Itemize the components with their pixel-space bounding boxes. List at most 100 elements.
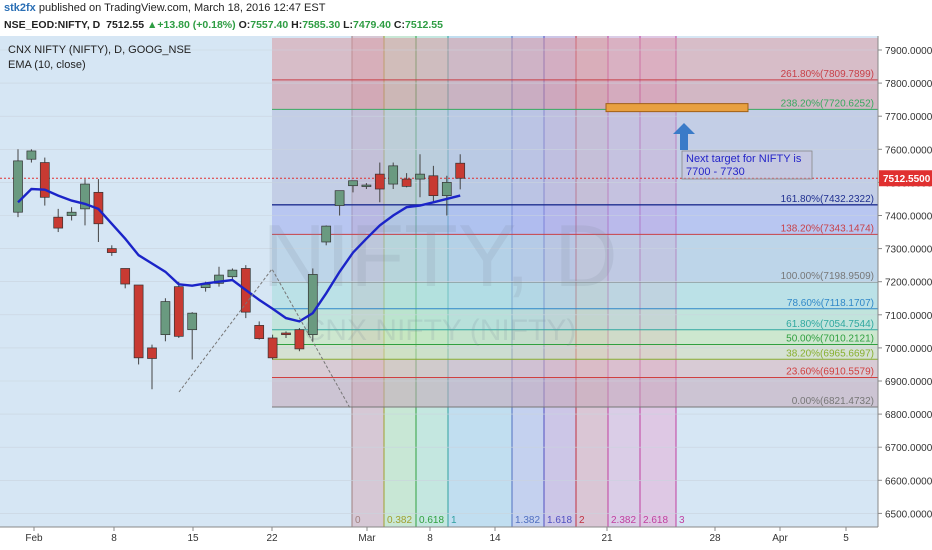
fib-band — [272, 282, 878, 309]
ema-polyline — [17, 187, 461, 323]
fib-level-label: 261.80%(7809.7899) — [781, 69, 874, 80]
candle-body — [13, 160, 23, 213]
up-arrow-icon — [673, 123, 695, 150]
ema-line — [17, 187, 461, 323]
fib-time-label: 0 — [355, 515, 361, 526]
price-tick-label: 7800.0000 — [885, 79, 932, 90]
price-change: +13.80 (+0.18%) — [157, 19, 236, 31]
candle-body — [106, 248, 117, 253]
time-tick-label: 28 — [709, 533, 721, 544]
time-tick-label: 8 — [427, 533, 433, 544]
fib-time-label: 2.382 — [611, 515, 636, 526]
candle-body — [267, 337, 278, 359]
ema-legend[interactable]: EMA (10, close) — [8, 59, 86, 71]
fib-band — [272, 234, 878, 283]
ohlc-line: NSE_EOD:NIFTY, D 7512.55 ▲+13.80 (+0.18%… — [4, 19, 443, 31]
high-value: 7585.30 — [302, 19, 341, 31]
fib-level-label: 100.00%(7198.9509) — [781, 271, 874, 282]
price-tick-label: 7300.0000 — [885, 245, 932, 256]
candle-body — [53, 216, 64, 229]
last-price-tag — [879, 170, 932, 187]
price-axis[interactable]: 7900.00007800.00007700.00007600.00007500… — [877, 36, 932, 550]
close-value: 7512.55 — [405, 19, 443, 31]
candle-body — [281, 332, 291, 336]
fib-time-label: 0.618 — [419, 515, 444, 526]
time-tick-label: 8 — [111, 533, 117, 544]
publish-header: stk2fx published on TradingView.com, Mar… — [0, 0, 932, 36]
candle-body — [187, 312, 198, 331]
price-tick-label: 6500.0000 — [885, 509, 932, 520]
symbol-legend[interactable]: CNX NIFTY (NIFTY), D, GOOG_NSE — [8, 44, 192, 56]
watermark-big: NIFTY, D — [262, 206, 617, 305]
fib-time-label: 1.618 — [547, 515, 572, 526]
price-tick-label: 7000.0000 — [885, 344, 932, 355]
fib-band — [272, 38, 878, 80]
candle-body — [173, 286, 184, 337]
time-tick-label: 14 — [489, 533, 501, 544]
candle-body — [361, 184, 372, 187]
fib-band — [272, 109, 878, 205]
low-value: 7479.40 — [353, 19, 391, 31]
fib-band — [272, 359, 878, 378]
fib-band — [272, 344, 878, 360]
open-label: O: — [238, 19, 251, 31]
fib-level-label: 161.80%(7432.2322) — [781, 194, 874, 205]
time-axis-bg — [0, 527, 932, 550]
candle-body — [294, 329, 305, 350]
candle-body — [39, 162, 50, 198]
candle-body — [374, 173, 385, 190]
time-tick-label: 15 — [187, 533, 199, 544]
price-tick-label: 7700.0000 — [885, 112, 932, 123]
note-line-2: 7700 - 7730 — [686, 166, 745, 178]
grid — [0, 49, 878, 514]
note-line-1: Next target for NIFTY is — [686, 153, 802, 165]
candle-body — [334, 190, 345, 206]
watermark-small: CNX NIFTY (NIFTY) — [304, 314, 577, 347]
candle-body — [26, 150, 37, 160]
candle-body — [133, 284, 144, 359]
open-value: 7557.40 — [250, 19, 289, 31]
fib-band — [272, 79, 878, 110]
candle-body — [321, 225, 332, 243]
candle-body — [254, 325, 265, 339]
candle-body — [214, 274, 224, 284]
fib-level-label: 38.20%(6965.6697) — [786, 348, 874, 359]
price-tick-label: 7900.0000 — [885, 46, 932, 57]
fib-level-label: 78.60%(7118.1707) — [787, 298, 874, 309]
author-link[interactable]: stk2fx — [4, 2, 36, 14]
candle-body — [428, 175, 439, 196]
candle-body — [307, 274, 318, 336]
dashed-trend-line — [178, 268, 351, 409]
price-tick-label: 7100.0000 — [885, 311, 932, 322]
fib-level-label: 138.20%(7343.1474) — [781, 223, 874, 234]
price-tick-label: 6900.0000 — [885, 377, 932, 388]
price-tick-label: 6600.0000 — [885, 476, 932, 487]
time-tick-label: 21 — [601, 533, 613, 544]
candle-body — [147, 347, 157, 359]
fib-band — [272, 329, 878, 345]
up-arrow-icon: ▲ — [147, 19, 158, 31]
target-box — [605, 103, 749, 113]
symbol-watermark: NIFTY, D CNX NIFTY (NIFTY) — [262, 206, 617, 347]
publish-line: stk2fx published on TradingView.com, Mar… — [4, 2, 325, 14]
candle-body — [401, 178, 412, 187]
high-label: H: — [291, 19, 303, 31]
time-axis[interactable]: Feb 8 15 22 Mar 8 14 21 28 Apr 5 — [0, 526, 932, 550]
price-tick-label: 6800.0000 — [885, 410, 932, 421]
fib-time-label: 0.382 — [387, 515, 412, 526]
price-tick-label: 7200.0000 — [885, 278, 932, 289]
price-tick-label: 6700.0000 — [885, 443, 932, 454]
fib-time-label: 3 — [679, 515, 685, 526]
fib-level-label: 50.00%(7010.2121) — [786, 334, 874, 345]
candle-body — [415, 173, 425, 180]
candle-body — [388, 165, 399, 185]
fib-level-label: 0.00%(6821.4732) — [792, 396, 874, 407]
candle-body — [160, 301, 171, 336]
candle-body — [441, 182, 452, 196]
fib-band — [272, 308, 878, 330]
fib-time-label: 2 — [579, 515, 585, 526]
candle-body — [120, 268, 131, 285]
close-label: C: — [393, 19, 406, 31]
